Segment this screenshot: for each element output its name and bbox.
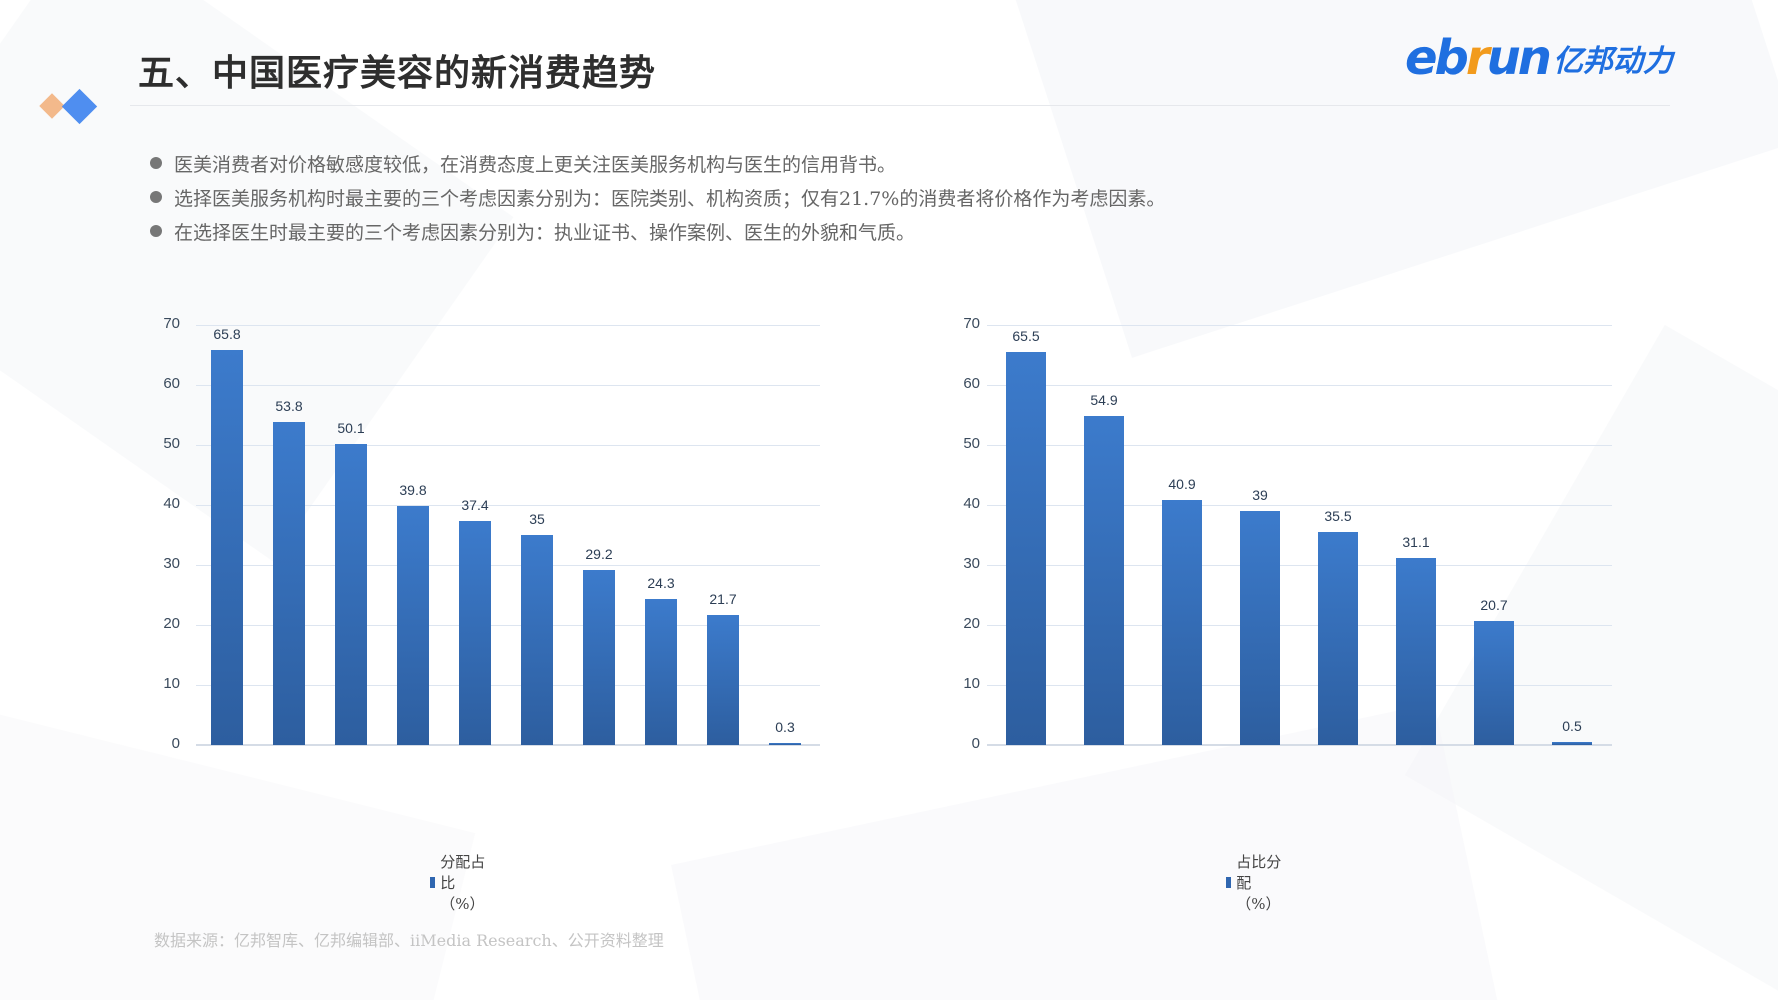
bar <box>1084 415 1124 745</box>
y-axis-tick: 30 <box>963 555 980 572</box>
bar-value-label: 54.9 <box>1090 391 1118 408</box>
chart-legend: 分配占比（%） <box>430 851 490 914</box>
page-title: 五、中国医疗美容的新消费趋势 <box>138 52 657 94</box>
y-axis-tick: 10 <box>163 675 180 692</box>
x-axis-line <box>196 744 820 746</box>
y-axis-tick: 20 <box>163 615 180 632</box>
gridline <box>987 325 1612 326</box>
bullet-list: 医美消费者对价格敏感度较低，在消费态度上更关注医美服务机构与医生的信用背书。 选… <box>150 146 1165 248</box>
bar <box>211 350 243 745</box>
bar <box>521 535 553 745</box>
bar <box>273 422 305 745</box>
gridline <box>987 625 1612 626</box>
bar <box>707 614 739 745</box>
bar-value-label: 40.9 <box>1168 475 1196 492</box>
gridline <box>987 565 1612 566</box>
bullet-text: 在选择医生时最主要的三个考虑因素分别为：执业证书、操作案例、医生的外貌和气质。 <box>174 221 916 244</box>
bar-value-label: 0.3 <box>775 719 795 735</box>
bar-value-label: 39.8 <box>399 482 427 499</box>
bar <box>1318 532 1358 745</box>
bar-value-label: 21.7 <box>709 590 737 607</box>
y-axis-tick: 20 <box>963 615 980 632</box>
bullet-dot-icon <box>150 225 162 237</box>
y-axis-tick: 60 <box>163 375 180 392</box>
bar <box>335 444 367 745</box>
bar-value-label: 65.5 <box>1012 328 1040 344</box>
bg-polygon <box>671 702 1509 1000</box>
y-axis-tick: 10 <box>963 675 980 692</box>
bar-value-label: 39 <box>1252 487 1268 503</box>
logo-part: un <box>1486 30 1552 86</box>
y-axis-tick: 0 <box>171 735 180 752</box>
bar <box>1552 742 1592 745</box>
gridline <box>987 385 1612 386</box>
bar-value-label: 37.4 <box>461 496 489 513</box>
logo-wordmark: ebrun <box>1405 30 1552 86</box>
legend-label: 占比分配（%） <box>1236 853 1282 913</box>
gridline <box>987 685 1612 686</box>
bar-value-label: 50.1 <box>337 420 365 437</box>
x-axis-line <box>987 744 1612 746</box>
gridline <box>196 325 820 326</box>
bar-value-label: 20.7 <box>1480 596 1508 613</box>
bullet-dot-icon <box>150 157 162 169</box>
bar-value-label: 29.2 <box>585 545 613 562</box>
bar-value-label: 0.5 <box>1562 718 1582 734</box>
gridline <box>987 505 1612 506</box>
logo-part-accent: r <box>1465 30 1490 86</box>
gridline <box>196 445 820 446</box>
bar <box>1162 499 1202 745</box>
logo-chinese: 亿邦动力 <box>1552 44 1673 79</box>
bar-value-label: 65.8 <box>213 326 241 343</box>
data-source-note: 数据来源：亿邦智库、亿邦编辑部、iiMedia Research、公开资料整理 <box>154 931 664 950</box>
y-axis-tick: 50 <box>163 435 180 452</box>
bar-value-label: 31.1 <box>1402 534 1430 551</box>
bar <box>645 599 677 745</box>
y-axis-tick: 40 <box>163 495 180 512</box>
bar <box>397 506 429 745</box>
bullet-dot-icon <box>150 191 162 203</box>
y-axis-tick: 70 <box>163 315 180 332</box>
legend-swatch-icon <box>1226 877 1232 888</box>
bar <box>769 743 801 745</box>
y-axis-tick: 30 <box>163 555 180 572</box>
bullet-item: 选择医美服务机构时最主要的三个考虑因素分别为：医院类别、机构资质；仅有21.7%… <box>150 180 1165 214</box>
y-axis-tick: 40 <box>963 495 980 512</box>
bullet-text: 医美消费者对价格敏感度较低，在消费态度上更关注医美服务机构与医生的信用背书。 <box>174 153 897 176</box>
bar <box>583 569 615 745</box>
gridline <box>987 445 1612 446</box>
bar-value-label: 53.8 <box>275 398 303 415</box>
gridline <box>196 625 820 626</box>
ebrun-logo: ebrun 亿邦动力 <box>1405 30 1673 86</box>
bar <box>459 520 491 745</box>
bar-value-label: 24.3 <box>647 575 675 592</box>
legend-swatch-icon <box>430 877 436 888</box>
bullet-item: 医美消费者对价格敏感度较低，在消费态度上更关注医美服务机构与医生的信用背书。 <box>150 146 1165 180</box>
y-axis-tick: 60 <box>963 375 980 392</box>
title-divider <box>130 105 1670 106</box>
logo-part: eb <box>1405 30 1469 86</box>
gridline <box>196 685 820 686</box>
gridline <box>196 385 820 386</box>
bar-value-label: 35.5 <box>1324 508 1352 524</box>
gridline <box>196 565 820 566</box>
legend-label: 分配占比（%） <box>440 853 486 913</box>
y-axis-tick: 0 <box>971 735 980 752</box>
y-axis-tick: 50 <box>963 435 980 452</box>
bar-value-label: 35 <box>529 511 545 527</box>
bar <box>1240 511 1280 745</box>
bullet-text: 选择医美服务机构时最主要的三个考虑因素分别为：医院类别、机构资质；仅有21.7%… <box>174 187 1166 210</box>
gridline <box>196 505 820 506</box>
bar <box>1396 558 1436 745</box>
bullet-item: 在选择医生时最主要的三个考虑因素分别为：执业证书、操作案例、医生的外貌和气质。 <box>150 214 1165 248</box>
y-axis-tick: 70 <box>963 315 980 332</box>
bar <box>1006 352 1046 745</box>
bar <box>1474 620 1514 745</box>
chart-legend: 占比分配（%） <box>1226 851 1286 914</box>
